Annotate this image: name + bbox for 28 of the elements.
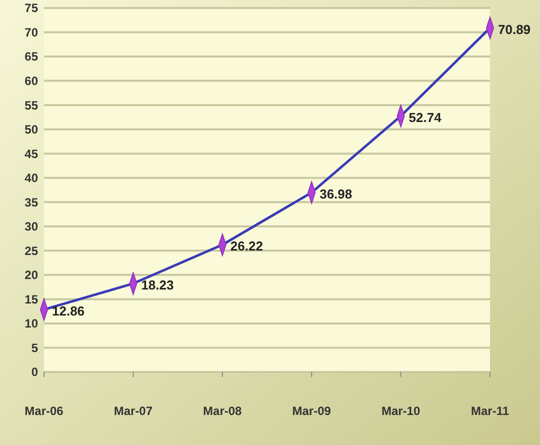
- data-label: 26.22: [230, 238, 263, 254]
- data-label: 52.74: [408, 110, 442, 126]
- y-tick-label: 45: [24, 146, 38, 161]
- y-tick-label: 40: [24, 171, 38, 186]
- y-tick-label: 65: [24, 50, 38, 64]
- y-tick-label: 10: [24, 316, 38, 331]
- data-label: 12.86: [52, 304, 85, 319]
- y-tick-label: 70: [24, 25, 38, 40]
- y-tick-label: 20: [24, 268, 38, 282]
- x-tick-label: Mar-09: [292, 404, 332, 418]
- data-label: 70.89: [498, 22, 531, 37]
- x-tick-label: Mar-06: [24, 404, 64, 418]
- y-tick-label: 60: [24, 74, 38, 88]
- y-tick-label: 50: [24, 122, 38, 137]
- data-label: 36.98: [320, 186, 352, 202]
- y-tick-label: 15: [24, 292, 38, 306]
- x-tick-label: Mar-11: [470, 404, 510, 418]
- y-tick-label: 5: [31, 340, 38, 355]
- y-tick-label: 75: [24, 1, 38, 16]
- y-tick-label: 0: [31, 365, 38, 380]
- x-tick-label: Mar-07: [114, 404, 153, 418]
- x-tick-label: Mar-08: [203, 404, 242, 418]
- y-tick-label: 35: [24, 195, 38, 210]
- y-tick-label: 25: [24, 244, 38, 258]
- y-tick-label: 55: [24, 98, 38, 112]
- y-tick-label: 30: [24, 220, 38, 234]
- x-tick-label: Mar-10: [381, 404, 420, 418]
- data-label: 18.23: [141, 278, 174, 293]
